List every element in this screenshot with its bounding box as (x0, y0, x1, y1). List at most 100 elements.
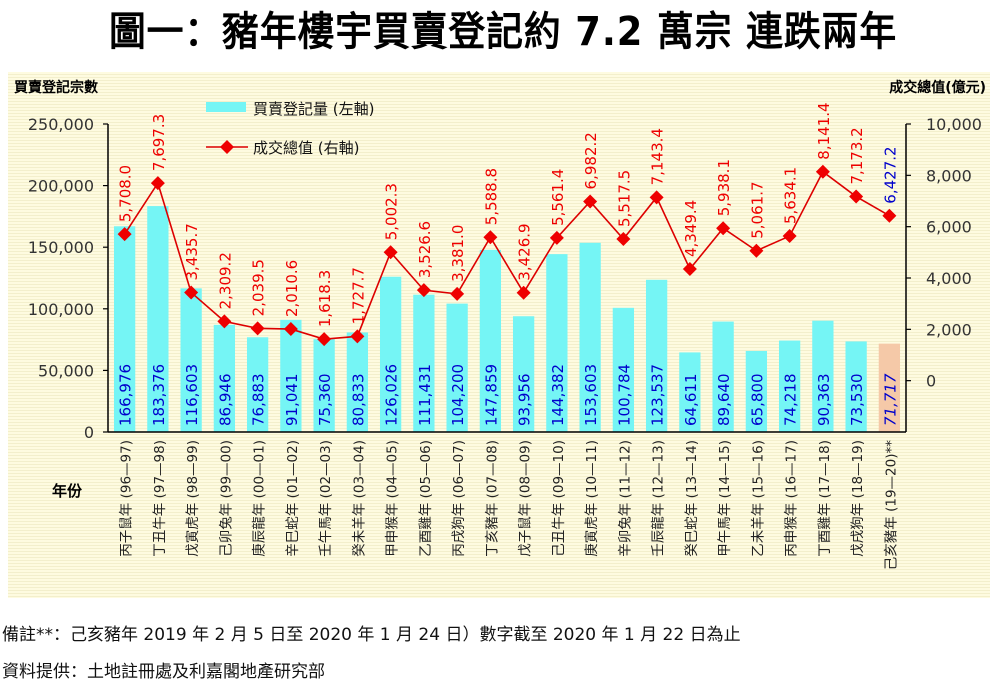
bar (147, 206, 169, 432)
line-marker (549, 230, 564, 245)
bar-data-label: 116,603 (183, 364, 201, 426)
x-tick-label: 戊子鼠年 (08—09) (518, 440, 534, 557)
y-tick-label-left: 200,000 (28, 177, 94, 196)
x-tick-label: 壬午馬年 (02—03) (318, 440, 334, 557)
bar (812, 320, 834, 432)
line-data-label: 6,427.2 (881, 146, 899, 203)
x-tick-label: 丙子鼠年 (96—97) (119, 440, 135, 557)
bar (113, 226, 136, 432)
bar (878, 343, 901, 432)
line-marker (317, 332, 332, 347)
y-tick-label-left: 50,000 (38, 361, 94, 380)
line-data-label: 5,588.8 (482, 168, 500, 225)
legend-bar-label: 買賣登記量 (左軸) (253, 100, 374, 118)
y-tick-label-right: 2,000 (926, 320, 972, 339)
x-tick-label: 癸巳蛇年 (13—14) (684, 440, 700, 557)
x-tick-label: 甲午馬年 (14—15) (717, 440, 733, 557)
line-marker (849, 189, 864, 204)
bar-data-label: 126,026 (383, 364, 401, 426)
bar (645, 279, 668, 432)
x-tick-label: 癸未羊年 (03—04) (351, 440, 367, 557)
legend-line-label: 成交總值 (右軸) (253, 139, 359, 157)
bar (679, 352, 701, 432)
line-data-label: 5,938.1 (715, 159, 733, 216)
chart: 0 50,000 100,000 150,000 200,000 250,000 0 2,00… (14, 79, 986, 570)
bar (379, 276, 402, 432)
line-marker (383, 245, 398, 260)
bar (280, 319, 302, 432)
x-tick-label: 庚辰龍年 (00—01) (251, 440, 268, 557)
x-tick-label: 辛巳蛇年 (01—02) (285, 440, 301, 557)
bar (413, 294, 435, 432)
line-data-label: 6,982.2 (582, 132, 600, 189)
x-tick-label: 庚寅虎年 (10—11) (583, 440, 600, 557)
bar-data-label: 73,530 (848, 374, 866, 427)
line-data-label: 5,708.0 (117, 165, 135, 222)
y-axis-right-title: 成交總值(億元) (889, 79, 986, 96)
legend-line-marker (220, 140, 234, 154)
line-data-label: 7,173.2 (848, 127, 866, 184)
line-data-label: 1,618.3 (316, 270, 334, 327)
line-marker (450, 286, 465, 301)
bar-data-label: 91,041 (283, 374, 301, 427)
y-tick-label-left: 0 (84, 423, 94, 442)
y-tick-label-right: 6,000 (926, 218, 972, 237)
line-marker (882, 208, 897, 223)
bar-data-label: 64,611 (682, 374, 700, 427)
y-tick-label-right: 4,000 (926, 269, 972, 288)
y-axis-left-title: 買賣登記宗數 (14, 79, 98, 96)
x-tick-label: 丁酉雞年 (17—18) (817, 440, 833, 557)
line-marker (749, 243, 764, 258)
x-tick-label: 己卯兔年 (99—00) (218, 440, 234, 557)
bar-data-label: 71,717 (881, 373, 899, 426)
line-marker (682, 262, 697, 277)
bar-data-label: 90,363 (815, 374, 833, 427)
bar (346, 332, 369, 432)
line-data-label: 5,002.3 (383, 183, 401, 240)
bar-data-label: 123,537 (649, 364, 667, 426)
x-tick-label: 戊寅虎年 (98—99) (184, 440, 201, 557)
y-tick-label-right: 10,000 (926, 115, 982, 134)
line-marker (815, 164, 830, 179)
line-marker (516, 285, 531, 300)
x-tick-label: 辛卯兔年 (11—12) (617, 440, 633, 557)
x-tick-label: 乙酉雞年 (05—06) (418, 440, 434, 557)
bar-data-label: 147,859 (482, 364, 500, 426)
line-marker (716, 221, 731, 236)
bar (579, 242, 601, 432)
bar (446, 303, 468, 432)
line-data-label: 4,349.4 (682, 200, 700, 257)
bar-data-label: 89,640 (715, 374, 733, 427)
line-marker (782, 229, 797, 244)
bar-data-label: 65,800 (748, 374, 766, 427)
bar (213, 324, 236, 432)
line-data-label: 8,141.4 (815, 102, 833, 159)
legend-bar-swatch (206, 102, 246, 112)
bar (778, 340, 801, 432)
line-data-label: 3,426.9 (516, 223, 534, 280)
footnote-source: 資料提供：土地註冊處及利嘉閣地產研究部 (2, 662, 325, 682)
line-data-label: 2,309.2 (216, 252, 234, 309)
line-data-label: 2,039.5 (250, 259, 268, 316)
line-marker (649, 190, 664, 205)
bar-data-label: 93,956 (516, 374, 534, 427)
line-marker (117, 227, 132, 242)
x-tick-label: 壬辰龍年 (12—13) (650, 440, 667, 557)
bar-data-label: 86,946 (216, 374, 234, 427)
bar-data-label: 104,200 (449, 364, 467, 426)
line-marker (283, 322, 298, 337)
line-data-label: 5,634.1 (782, 167, 800, 224)
bar-data-label: 153,603 (582, 364, 600, 426)
bar-data-label: 76,883 (250, 374, 268, 427)
line-data-label: 7,697.3 (150, 114, 168, 171)
bar (612, 307, 635, 432)
bar-data-label: 144,382 (549, 364, 567, 426)
line-data-label: 7,143.4 (649, 128, 667, 185)
bar-data-label: 74,218 (782, 374, 800, 427)
line-data-label: 3,526.6 (416, 221, 434, 278)
line-marker (150, 176, 165, 191)
y-tick-label-left: 250,000 (28, 115, 94, 134)
chart-title: 圖一：豬年樓宇買賣登記約 7.2 萬宗 連跌兩年 (108, 9, 898, 55)
bar-data-label: 166,976 (117, 364, 135, 426)
bar (845, 341, 867, 432)
